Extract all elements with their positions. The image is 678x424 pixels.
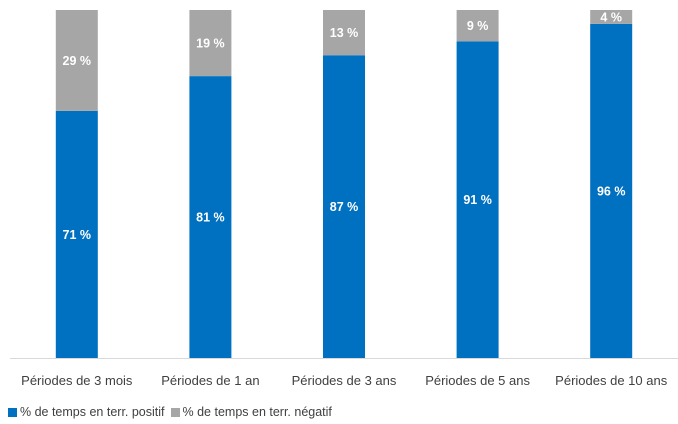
x-tick-label-3: Périodes de 3 ans [292, 373, 397, 388]
data-label-negative-1: 29 % [63, 54, 92, 68]
bar-positive-2 [189, 76, 232, 359]
legend-label-negative: % de temps en terr. négatif [182, 405, 332, 419]
x-tick-label-5: Périodes de 10 ans [555, 373, 668, 388]
data-label-negative-4: 9 % [467, 19, 489, 33]
legend-label-positive: % de temps en terr. positif [20, 405, 165, 419]
data-label-negative-3: 13 % [330, 26, 359, 40]
legend: % de temps en terr. positif % de temps e… [8, 405, 338, 419]
bar-positive-5 [590, 23, 633, 358]
data-label-positive-5: 96 % [597, 184, 626, 198]
stacked-bar-chart: 71 % 29 % 81 % 19 % 87 % 13 % 91 % 9 % 96 % 4 % P… [10, 10, 678, 388]
data-label-positive-4: 91 % [463, 193, 492, 207]
bar-positive-4 [456, 41, 499, 358]
bar-negative-1 [55, 10, 98, 111]
data-label-positive-1: 71 % [63, 228, 92, 242]
bar-negative-4 [456, 10, 499, 42]
data-label-negative-2: 19 % [196, 37, 225, 51]
bar-positive-3 [323, 55, 365, 359]
data-label-positive-3: 87 % [330, 200, 359, 214]
bar-negative-2 [189, 10, 232, 77]
bar-negative-5 [590, 10, 633, 24]
x-tick-label-1: Périodes de 3 mois [21, 373, 133, 388]
bar-negative-3 [323, 10, 365, 56]
bar-positive-1 [55, 110, 98, 358]
data-label-negative-5: 4 % [600, 10, 622, 24]
legend-item-negative: % de temps en terr. négatif [170, 405, 332, 419]
x-tick-label-4: Périodes de 5 ans [425, 373, 530, 388]
legend-swatch-negative [170, 407, 180, 417]
legend-swatch-positive [8, 407, 17, 417]
legend-item-positive: % de temps en terr. positif [8, 405, 165, 419]
x-tick-label-2: Périodes de 1 an [161, 373, 259, 388]
data-label-positive-2: 81 % [196, 211, 225, 225]
